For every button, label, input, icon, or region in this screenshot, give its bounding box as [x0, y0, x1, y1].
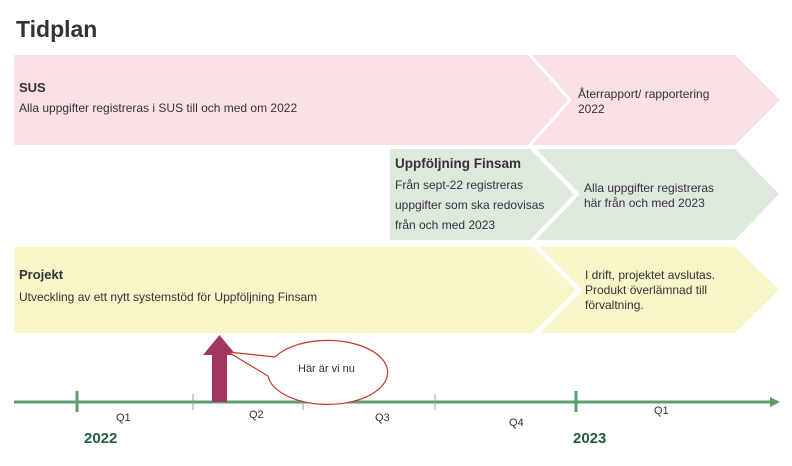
- current-position-arrow: [203, 335, 236, 402]
- axis-arrow-head: [770, 397, 780, 407]
- projekt-next-line1: I drift, projektet avslutas.: [585, 268, 716, 282]
- sus-next-text: Återrapport/ rapportering 2022: [578, 87, 710, 116]
- quarter-label: Q2: [249, 409, 264, 421]
- finsam-line2: uppgifter som ska redovisas: [395, 198, 545, 212]
- quarter-label: Q4: [509, 417, 524, 429]
- sus-heading: SUS: [19, 80, 46, 95]
- sus-text: Alla uppgifter registreras i SUS till oc…: [19, 101, 298, 115]
- callout-text: Här är vi nu: [298, 363, 355, 375]
- sus-next-chevron: [532, 55, 780, 145]
- projekt-next-line3: förvaltning.: [585, 298, 644, 312]
- year-label-2023: 2023: [573, 430, 607, 447]
- projekt-next-line2: Produkt överlämnad till: [585, 283, 708, 297]
- finsam-bar: [390, 149, 574, 240]
- finsam-line1: Från sept-22 registreras: [395, 178, 524, 192]
- year-label-2022: 2022: [84, 430, 118, 447]
- finsam-line3: från och med 2023: [395, 218, 496, 232]
- finsam-next-chevron: [536, 149, 779, 240]
- sus-bar: [14, 55, 568, 145]
- quarter-label: Q1: [116, 412, 131, 424]
- quarter-label: Q1: [654, 405, 669, 417]
- callout-bubble: [227, 339, 389, 405]
- projekt-next-chevron: [540, 247, 779, 333]
- quarter-label: Q3: [375, 412, 390, 424]
- finsam-heading: Uppföljning Finsam: [395, 156, 521, 171]
- projekt-heading: Projekt: [19, 267, 64, 282]
- page-title: Tidplan: [16, 16, 98, 42]
- finsam-next-line1: Alla uppgifter registreras: [584, 181, 715, 195]
- projekt-text: Utveckling av ett nytt systemstöd för Up…: [19, 290, 318, 304]
- finsam-next-line2: här från och med 2023: [584, 196, 705, 210]
- projekt-bar: [14, 247, 576, 333]
